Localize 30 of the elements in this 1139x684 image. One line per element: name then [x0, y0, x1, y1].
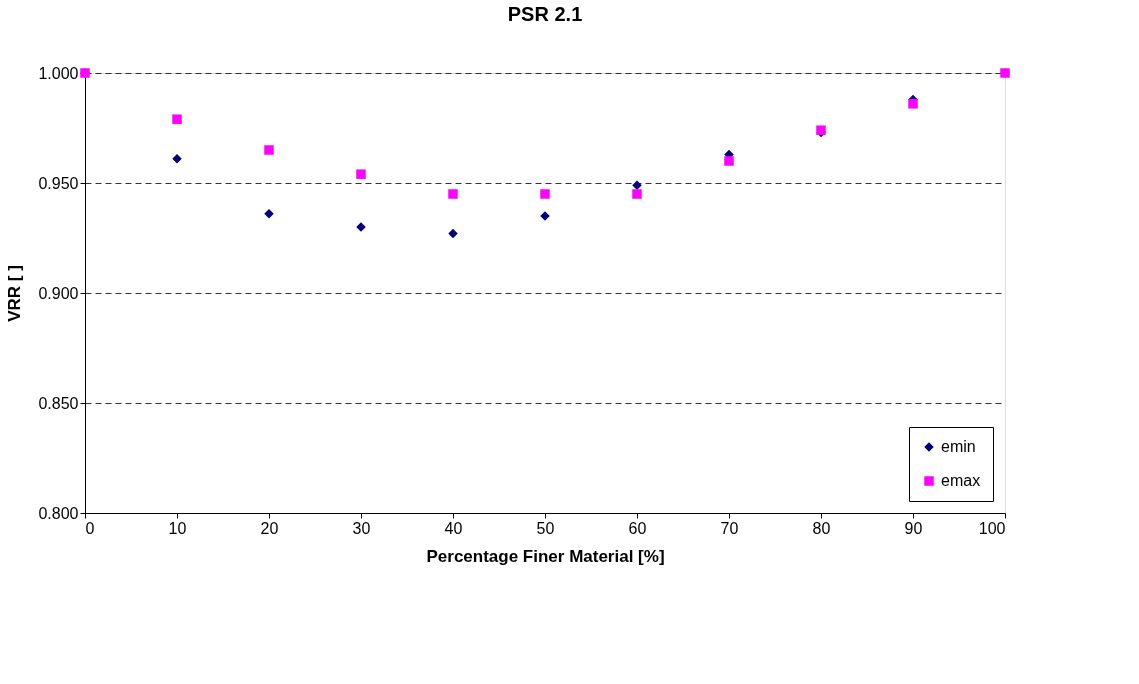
point — [264, 145, 274, 155]
x-tick-label: 30 — [352, 519, 371, 537]
x-tick-label: 60 — [628, 519, 647, 537]
x-tick-label: 50 — [536, 519, 555, 537]
y-tick-label: 1.000 — [38, 64, 79, 82]
legend-label: emax — [941, 472, 981, 489]
x-tick-label: 70 — [720, 519, 739, 537]
point — [448, 228, 458, 239]
point — [540, 189, 550, 199]
x-tick-label: 80 — [812, 519, 831, 537]
x-tick-label: 100 — [978, 519, 1006, 537]
legend-label: emin — [941, 438, 976, 455]
y-tick-label: 0.950 — [38, 174, 79, 192]
point — [448, 189, 458, 199]
point — [632, 189, 642, 199]
chart-title: PSR 2.1 — [507, 3, 583, 25]
point — [724, 156, 734, 166]
x-tick-label: 20 — [260, 519, 279, 537]
y-axis-title: VRR [ ] — [5, 265, 25, 322]
x-tick-label: 40 — [444, 519, 463, 537]
point — [908, 99, 918, 109]
y-tick-label: 0.850 — [38, 394, 79, 412]
x-tick-label: 90 — [904, 519, 923, 537]
y-tick-label: 0.900 — [38, 284, 79, 302]
point — [172, 114, 182, 124]
x-tick-label: 0 — [85, 519, 95, 537]
x-axis-title: Percentage Finer Material [%] — [426, 546, 665, 566]
point — [356, 169, 366, 179]
y-tick-label: 0.800 — [38, 504, 79, 522]
x-tick-label: 10 — [168, 519, 187, 537]
